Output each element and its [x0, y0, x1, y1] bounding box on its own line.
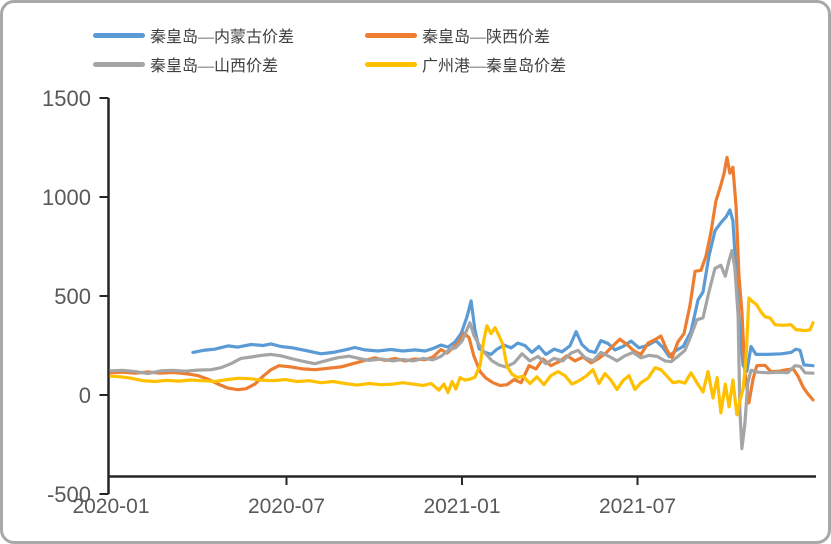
x-tick-label: 2021-01 — [423, 495, 500, 518]
x-axis: 2020-01 2020-07 2021-01 2021-07 — [72, 475, 816, 518]
y-tick-label: -500 — [47, 482, 91, 507]
series-line-1 — [109, 155, 815, 405]
x-tick-label: 2020-07 — [248, 495, 325, 518]
y-tick-label: 1000 — [42, 185, 91, 210]
series-lines — [109, 155, 815, 451]
series-line-0 — [191, 208, 815, 373]
legend-line-swatch-orange — [365, 32, 417, 38]
x-tick-label: 2020-01 — [72, 495, 149, 518]
y-tick-label: 1500 — [42, 86, 91, 111]
chart-legend: 秦皇岛—内蒙古价差 秦皇岛—陕西价差 秦皇岛—山西价差 广州港—秦皇岛价差 — [93, 25, 567, 75]
y-axis: 1500 1000 500 0 -500 — [42, 86, 110, 507]
legend-item-gzg-qhd: 广州港—秦皇岛价差 — [365, 54, 567, 75]
legend-line-swatch-blue — [93, 32, 145, 38]
y-tick-label: 500 — [54, 284, 91, 309]
series-line-2 — [109, 248, 815, 451]
legend-item-qhd-neimenggu: 秦皇岛—内蒙古价差 — [93, 25, 365, 46]
legend-label: 秦皇岛—陕西价差 — [422, 29, 551, 46]
legend-label: 秦皇岛—山西价差 — [150, 58, 279, 75]
legend-label: 广州港—秦皇岛价差 — [422, 58, 567, 75]
x-tick-label: 2021-07 — [599, 495, 676, 518]
legend-line-swatch-gray — [93, 61, 145, 67]
legend-label: 秦皇岛—内蒙古价差 — [150, 29, 295, 46]
legend-item-qhd-shaanxi: 秦皇岛—陕西价差 — [365, 25, 566, 46]
legend-item-qhd-shanxi: 秦皇岛—山西价差 — [93, 54, 365, 75]
y-tick-label: 0 — [79, 383, 91, 408]
legend-line-swatch-yellow — [365, 61, 417, 67]
series-line-3 — [109, 296, 815, 417]
